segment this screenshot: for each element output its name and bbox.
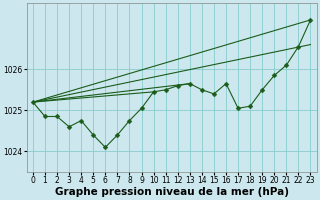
X-axis label: Graphe pression niveau de la mer (hPa): Graphe pression niveau de la mer (hPa): [55, 187, 289, 197]
